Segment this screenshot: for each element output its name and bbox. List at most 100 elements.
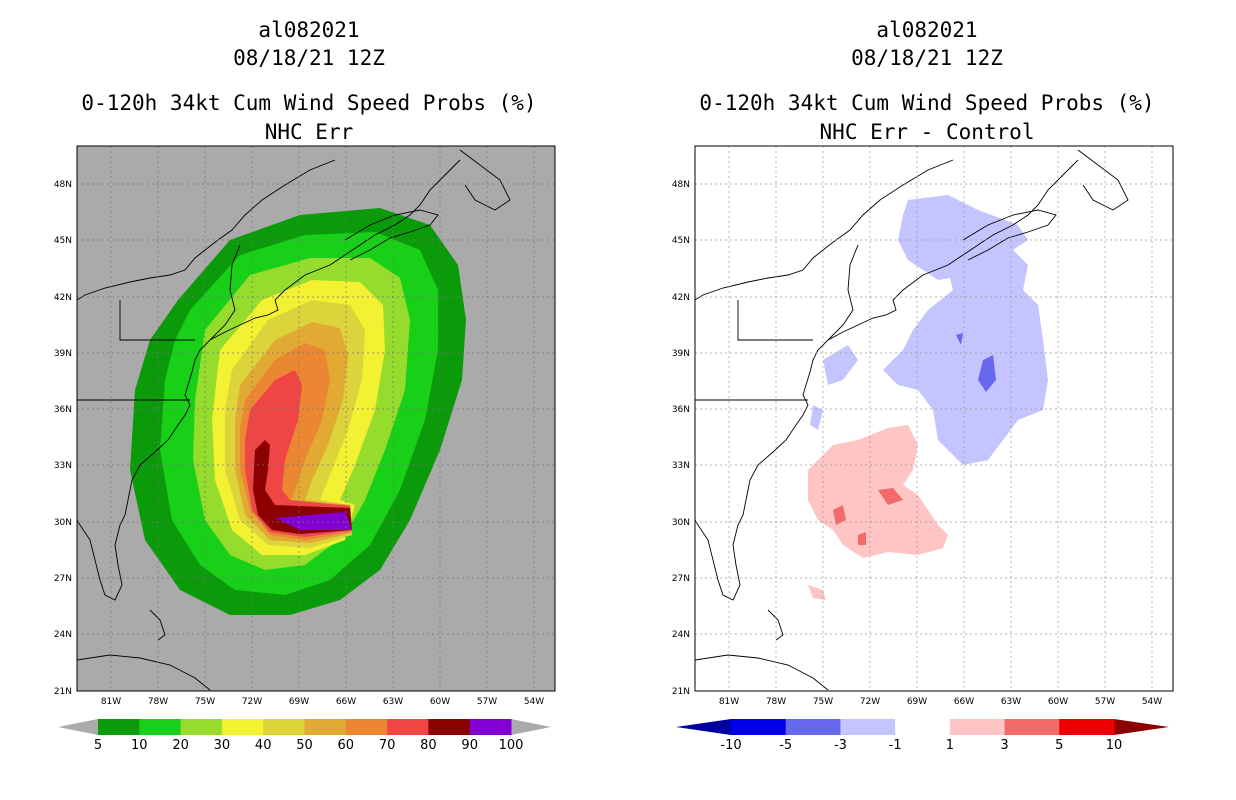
positive-area [808, 425, 948, 558]
colorbar-swatch [387, 719, 429, 735]
colorbar-swatch [785, 719, 841, 735]
colorbar-label: 100 [499, 738, 524, 753]
lon-label: 78W [766, 697, 786, 707]
colorbar-swatch [731, 719, 787, 735]
colorbar-low-arrow [58, 719, 98, 735]
colorbar-low-arrow [676, 719, 731, 735]
positive-area-strong [833, 505, 846, 525]
colorbar-label: 90 [461, 738, 478, 753]
map-subtitle: NHC Err [264, 120, 354, 144]
colorbar-label: 60 [338, 738, 355, 753]
colorbar-label: 40 [255, 738, 272, 753]
probability-contours [130, 208, 466, 615]
colorbar-swatch [469, 719, 512, 735]
lon-label: 63W [383, 697, 403, 707]
colorbar-swatch [263, 719, 305, 735]
lon-label: 81W [101, 697, 121, 707]
colorbar-label: -5 [779, 738, 792, 753]
positive-area [808, 585, 826, 600]
colorbar-swatch [840, 719, 896, 735]
colorbar-swatch [304, 719, 347, 735]
storm-id: al082021 [876, 18, 978, 42]
colorbar-label: 70 [379, 738, 396, 753]
lat-label: 33N [672, 461, 690, 471]
coastlines [77, 149, 511, 691]
lat-label: 24N [672, 630, 690, 640]
colorbar-label: 10 [1106, 738, 1123, 753]
negative-area [823, 345, 858, 385]
colorbar-swatch [139, 719, 182, 735]
lon-label: 54W [1142, 697, 1162, 707]
gridlines [695, 146, 1173, 691]
difference-contours [808, 195, 1048, 600]
difference-map: 48N 45N 42N 39N 36N 33N 30N 27N 24N 21N … [672, 145, 1174, 753]
right-panel: al082021 08/18/21 12Z 0-120h 34kt Cum Wi… [618, 0, 1236, 800]
colorbar-high-arrow [1114, 719, 1169, 735]
negative-area [810, 405, 823, 430]
gridlines [77, 146, 555, 691]
lon-label: 69W [289, 697, 309, 707]
negative-area-strong [978, 355, 996, 392]
lat-label: 48N [54, 180, 72, 190]
probability-map: 48N 45N 42N 39N 36N 33N 30N 27N 24N 21N … [54, 145, 556, 753]
negative-area-strong [956, 333, 963, 345]
lat-label: 21N [672, 687, 690, 697]
colorbar-swatch [98, 719, 140, 735]
contour-80 [253, 440, 352, 534]
negative-area [883, 245, 1048, 465]
lat-label: 27N [54, 574, 72, 584]
colorbar-label: -10 [720, 738, 741, 753]
datetime: 08/18/21 12Z [851, 46, 1003, 70]
lon-label: 75W [813, 697, 833, 707]
lon-label: 66W [954, 697, 974, 707]
lon-label: 57W [1095, 697, 1115, 707]
colorbar-label: 5 [94, 738, 102, 753]
lon-label: 81W [719, 697, 739, 707]
map-subtitle: NHC Err - Control [819, 120, 1035, 144]
lat-label: 48N [672, 180, 690, 190]
lon-label: 72W [242, 697, 262, 707]
colorbar-label: 30 [214, 738, 231, 753]
colorbar-swatch [1004, 719, 1060, 735]
colorbar-label: 80 [420, 738, 437, 753]
colorbar-label: 3 [1000, 738, 1008, 753]
colorbar: -10 -5 -3 -1 1 3 5 10 [676, 719, 1169, 753]
lon-label: 63W [1001, 697, 1021, 707]
lat-label: 45N [54, 236, 72, 246]
left-panel: al082021 08/18/21 12Z 0-120h 34kt Cum Wi… [54, 18, 556, 753]
lon-labels: 81W 78W 75W 72W 69W 66W 63W 60W 57W 54W [101, 697, 544, 707]
lon-label: 78W [148, 697, 168, 707]
colorbar-swatch [949, 719, 1006, 735]
colorbar-swatch [428, 719, 471, 735]
colorbar-swatch [345, 719, 388, 735]
datetime: 08/18/21 12Z [233, 46, 385, 70]
colorbar-swatch [221, 719, 264, 735]
lon-label: 60W [430, 697, 450, 707]
colorbar-label: -3 [834, 738, 847, 753]
lat-labels: 48N 45N 42N 39N 36N 33N 30N 27N 24N 21N [54, 180, 72, 697]
colorbar-swatch [1059, 719, 1115, 735]
map-title: 0-120h 34kt Cum Wind Speed Probs (%) [81, 91, 537, 115]
colorbar-label: 20 [172, 738, 189, 753]
lat-label: 36N [672, 405, 690, 415]
lon-labels: 81W 78W 75W 72W 69W 66W 63W 60W 57W 54W [719, 697, 1162, 707]
positive-area-strong [878, 488, 903, 505]
lat-label: 30N [672, 518, 690, 528]
colorbar-label: 50 [296, 738, 313, 753]
colorbar: 5 10 20 30 40 50 60 70 80 90 100 [58, 719, 551, 753]
lat-label: 30N [54, 518, 72, 528]
map-title: 0-120h 34kt Cum Wind Speed Probs (%) [699, 91, 1155, 115]
lat-labels: 48N 45N 42N 39N 36N 33N 30N 27N 24N 21N [672, 180, 690, 697]
lat-label: 27N [672, 574, 690, 584]
positive-area-strong [858, 532, 866, 545]
colorbar-label: 1 [946, 738, 954, 753]
lon-label: 72W [860, 697, 880, 707]
colorbar-label: 10 [131, 738, 148, 753]
map-frame [76, 145, 556, 692]
colorbar-high-arrow [511, 719, 551, 735]
colorbar-swatch [180, 719, 223, 735]
colorbar-swatch [895, 719, 951, 735]
lat-label: 33N [54, 461, 72, 471]
lon-label: 54W [524, 697, 544, 707]
lat-label: 42N [54, 293, 72, 303]
